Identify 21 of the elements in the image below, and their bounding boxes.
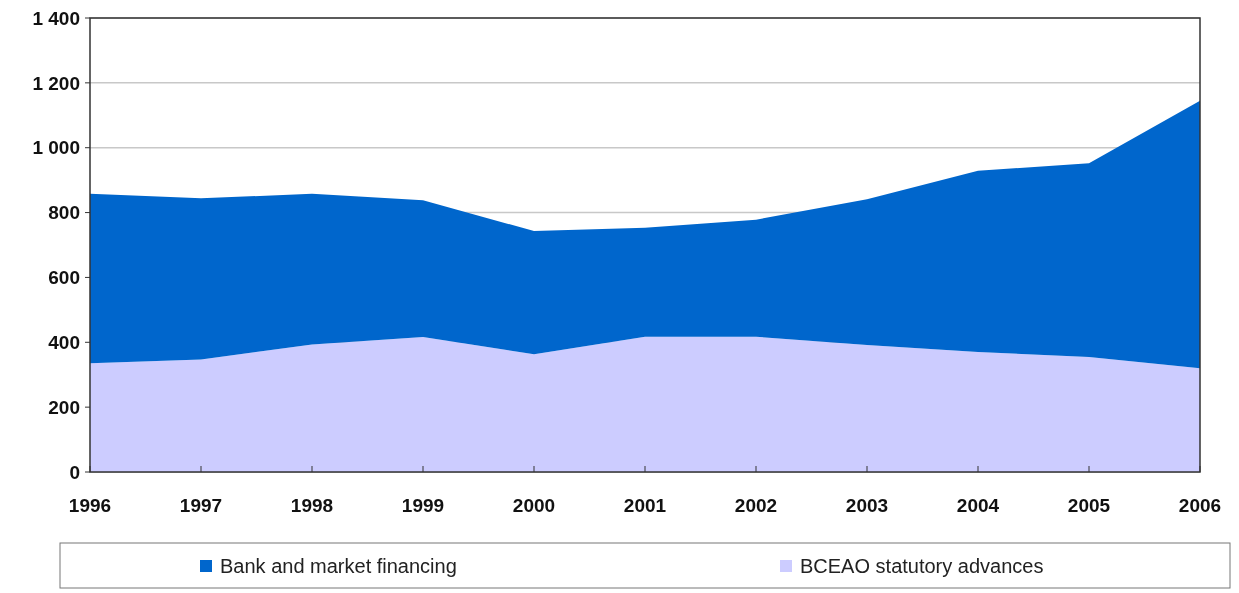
y-tick-label: 1 200 xyxy=(32,72,80,94)
x-tick-label: 1997 xyxy=(179,495,223,516)
x-tick-label: 2005 xyxy=(1067,495,1111,516)
y-tick-label: 0 xyxy=(69,461,80,483)
x-tick-label: 2006 xyxy=(1178,495,1222,516)
legend-label: Bank and market financing xyxy=(220,555,457,577)
x-tick-label: 1996 xyxy=(68,495,112,516)
x-tick-label: 2004 xyxy=(956,495,1000,516)
y-tick-label: 1 000 xyxy=(32,137,80,159)
x-tick-label: 1999 xyxy=(401,495,445,516)
x-tick-label: 2003 xyxy=(845,495,889,516)
y-tick-label: 600 xyxy=(48,267,80,289)
y-tick-label: 800 xyxy=(48,202,80,224)
x-tick-label: 2000 xyxy=(512,495,556,516)
x-tick-label: 2002 xyxy=(734,495,778,516)
y-tick-label: 200 xyxy=(48,396,80,418)
x-tick-label: 2001 xyxy=(623,495,667,516)
y-tick-label: 400 xyxy=(48,331,80,353)
legend-label: BCEAO statutory advances xyxy=(800,555,1044,577)
x-tick-label: 1998 xyxy=(290,495,334,516)
y-tick-label: 1 400 xyxy=(32,7,80,29)
